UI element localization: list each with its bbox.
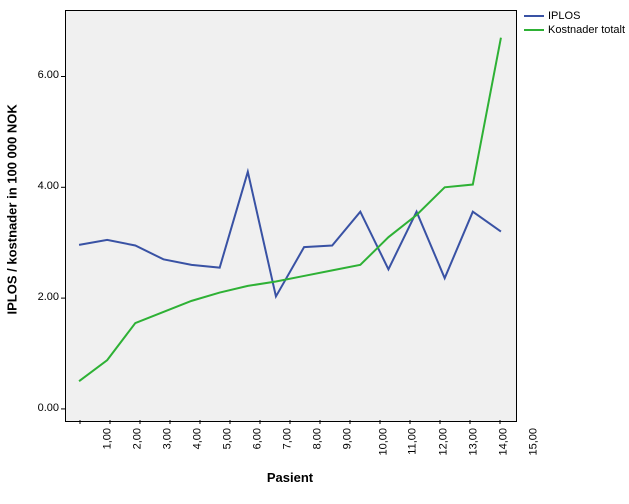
x-tick-label: 10,00 xyxy=(378,428,390,456)
y-tick-label: 4.00 xyxy=(38,180,59,192)
legend-label: Kostnader totalt xyxy=(548,24,625,36)
x-tick-label: 14,00 xyxy=(498,428,510,456)
y-tick-label: 2.00 xyxy=(38,291,59,303)
x-tick-label: 2,00 xyxy=(131,428,143,449)
x-tick-label: 1,00 xyxy=(101,428,113,449)
x-tick-label: 5,00 xyxy=(221,428,233,449)
y-tick-label: 0.00 xyxy=(38,402,59,414)
x-tick-label: 15,00 xyxy=(528,428,540,456)
x-tick-label: 3,00 xyxy=(161,428,173,449)
x-tick-label: 13,00 xyxy=(468,428,480,456)
y-tick-label: 6.00 xyxy=(38,69,59,81)
legend-swatch xyxy=(524,15,544,17)
series-line xyxy=(79,38,501,382)
x-tick-label: 11,00 xyxy=(407,428,419,455)
legend-label: IPLOS xyxy=(548,10,580,22)
legend-item: IPLOS xyxy=(524,10,625,22)
x-tick-label: 12,00 xyxy=(438,428,450,456)
x-tick-label: 9,00 xyxy=(341,428,353,449)
x-axis-label: Pasient xyxy=(65,470,515,485)
legend-swatch xyxy=(524,29,544,31)
x-tick-label: 4,00 xyxy=(191,428,203,449)
x-tick-label: 8,00 xyxy=(311,428,323,449)
legend-item: Kostnader totalt xyxy=(524,24,625,36)
legend: IPLOS Kostnader totalt xyxy=(524,10,625,38)
chart-container: IPLOS / kostnader in 100 000 NOK Pasient… xyxy=(0,0,629,504)
x-tick-label: 6,00 xyxy=(251,428,263,449)
y-axis-label: IPLOS / kostnader in 100 000 NOK xyxy=(5,115,20,315)
x-tick-label: 7,00 xyxy=(281,428,293,449)
